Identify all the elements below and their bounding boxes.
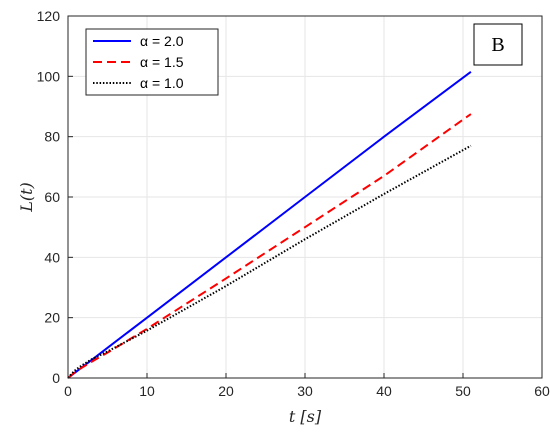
x-tick-label: 60 — [534, 383, 550, 399]
x-tick-label: 10 — [139, 383, 155, 399]
y-tick-label: 100 — [37, 68, 61, 84]
y-tick-label: 20 — [44, 310, 60, 326]
legend: α = 2.0 α = 1.5 α = 1.0 — [85, 28, 219, 96]
x-tick-label: 50 — [455, 383, 471, 399]
x-tick-label: 30 — [297, 383, 313, 399]
panel-label-box: B — [473, 23, 523, 66]
x-tick-label: 40 — [376, 383, 392, 399]
y-tick-label: 120 — [37, 8, 61, 24]
x-axis-label: t [s] — [289, 407, 322, 426]
legend-label-2: α = 1.5 — [140, 54, 184, 70]
legend-label-1: α = 2.0 — [140, 33, 184, 49]
series-layer — [67, 71, 472, 379]
y-tick-label: 40 — [44, 249, 60, 265]
axis-ticks: 0 10 20 30 40 50 60 0 20 40 60 80 100 120 — [37, 8, 550, 399]
panel-label-frame — [473, 23, 523, 66]
panel-label: B — [491, 34, 504, 56]
y-tick-label: 0 — [52, 370, 60, 386]
x-tick-label: 0 — [64, 383, 72, 399]
y-tick-label: 80 — [44, 129, 60, 145]
y-tick-label: 60 — [44, 189, 60, 205]
x-tick-label: 20 — [218, 383, 234, 399]
y-axis-label: L(t) — [17, 182, 36, 213]
legend-label-3: α = 1.0 — [140, 75, 184, 91]
